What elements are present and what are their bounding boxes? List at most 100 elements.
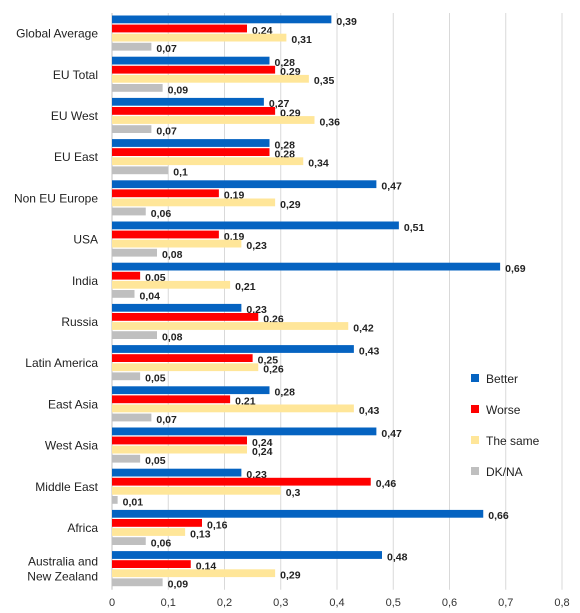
legend: Better Worse The same DK/NA: [471, 372, 540, 479]
data-label: 0,09: [168, 84, 189, 96]
data-label: 0,07: [156, 126, 177, 138]
bar-dk-na: [112, 125, 152, 133]
data-label: 0,25: [258, 355, 279, 367]
data-label: 0,69: [505, 263, 526, 275]
bar-better: [112, 221, 399, 230]
data-label: 0,06: [151, 538, 172, 550]
data-label: 0,28: [275, 57, 296, 69]
category-label: Australia and New Zealand: [27, 555, 98, 584]
bar-dk-na: [112, 454, 141, 463]
data-label: 0,66: [488, 510, 509, 522]
x-tick-label: 0,6: [442, 597, 457, 609]
category-label: EU West: [51, 109, 99, 123]
data-label: 0,47: [381, 428, 402, 440]
bar-worse: [112, 313, 259, 321]
bar-the-same: [112, 198, 276, 207]
data-label: 0,29: [280, 199, 301, 211]
x-tick-label: 0,7: [498, 597, 513, 609]
bar-better: [112, 303, 242, 312]
bar-worse: [112, 271, 141, 280]
data-label: 0,42: [353, 322, 374, 334]
legend-label: Worse: [486, 403, 521, 417]
bar-the-same: [112, 74, 309, 83]
category-label: Latin America: [25, 356, 98, 370]
category-label: Non EU Europe: [14, 191, 98, 205]
bar-worse: [112, 354, 253, 362]
data-label: 0,09: [168, 579, 189, 591]
data-label: 0,23: [246, 240, 267, 252]
x-tick-label: 0,2: [217, 597, 232, 609]
category-label: Middle East: [35, 480, 98, 494]
data-label: 0,48: [387, 551, 408, 563]
data-label: 0,24: [252, 437, 273, 449]
x-tick-label: 0: [109, 597, 115, 609]
category-axis: Global Average EU Total EU West EU East Non …: [14, 27, 99, 584]
category-label: EU East: [54, 150, 99, 164]
bar-worse: [112, 230, 219, 239]
x-tick-label: 0,4: [329, 597, 344, 609]
legend-swatch: [471, 405, 479, 413]
bar-better: [112, 468, 242, 477]
data-label: 0,24: [252, 446, 273, 458]
data-label: 0,28: [275, 139, 296, 151]
data-label: 0,31: [291, 34, 312, 46]
data-label: 0,3: [286, 487, 301, 499]
data-label: 0,07: [156, 43, 177, 55]
data-label: 0,21: [235, 281, 256, 293]
bar-worse: [112, 436, 247, 445]
bar-dk-na: [112, 537, 146, 545]
bar-the-same: [112, 404, 354, 413]
bar-dk-na: [112, 331, 157, 339]
bar-better: [112, 509, 484, 518]
legend-label: DK/NA: [486, 465, 523, 479]
bar-the-same: [112, 363, 259, 372]
value-axis: 0 0,1 0,2 0,3 0,4 0,5 0,6 0,7 0,8: [109, 597, 570, 609]
bar-worse: [112, 148, 270, 156]
data-label: 0,04: [140, 290, 161, 302]
bar-dk-na: [112, 84, 163, 92]
bar-the-same: [112, 322, 349, 330]
data-label: 0,08: [162, 332, 183, 344]
data-label: 0,36: [320, 116, 341, 128]
data-label: 0,35: [314, 75, 335, 87]
bar-dk-na: [112, 166, 169, 175]
data-label: 0,43: [359, 405, 380, 417]
data-label: 0,51: [404, 222, 425, 234]
bar-better: [112, 427, 377, 436]
bar-dk-na: [112, 578, 163, 587]
legend-swatch: [471, 374, 479, 382]
bar-worse: [112, 395, 231, 404]
data-label: 0,34: [308, 158, 329, 170]
legend-swatch: [471, 467, 479, 475]
bar-the-same: [112, 569, 276, 578]
bar-better: [112, 56, 270, 65]
data-label: 0,47: [381, 181, 402, 193]
bar-worse: [112, 560, 191, 568]
data-label: 0,05: [145, 373, 166, 385]
bars: 0,390,240,310,070,280,290,350,090,270,29…: [112, 15, 526, 591]
category-label: Russia: [61, 315, 98, 329]
data-label: 0,46: [376, 478, 397, 490]
data-label: 0,43: [359, 345, 380, 357]
bar-dk-na: [112, 207, 146, 216]
bar-the-same: [112, 157, 304, 166]
bar-dk-na: [112, 290, 135, 298]
bar-dk-na: [112, 42, 152, 51]
bar-better: [112, 345, 354, 353]
category-label: EU Total: [53, 68, 98, 82]
x-tick-label: 0,8: [554, 597, 569, 609]
bar-worse: [112, 519, 202, 527]
category-label: India: [72, 274, 98, 288]
bar-dk-na: [112, 413, 152, 422]
data-label: 0,26: [263, 364, 284, 376]
data-label: 0,13: [190, 528, 211, 540]
bar-the-same: [112, 445, 247, 454]
data-label: 0,1: [173, 167, 188, 179]
bar-worse: [112, 107, 276, 115]
data-label: 0,39: [336, 16, 357, 28]
bar-better: [112, 97, 264, 106]
bar-better: [112, 551, 382, 559]
bar-the-same: [112, 239, 242, 248]
data-label: 0,29: [280, 570, 301, 582]
